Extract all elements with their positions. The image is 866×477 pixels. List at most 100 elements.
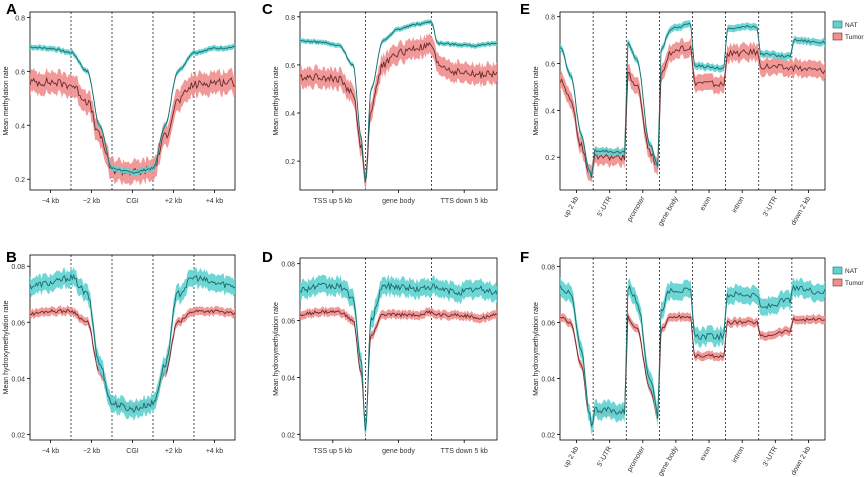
panel-f: F 0.02 0.04 0.06 0.08 Mean hydroxymethylation… — [520, 249, 864, 477]
x-tick-label: intron — [731, 445, 746, 464]
y-tick-label: 0.2 — [285, 159, 295, 166]
y-axis-label: Mean methylation rate — [273, 66, 280, 135]
x-tick-label: 5′-UTR — [596, 446, 613, 468]
y-tick-label: 0.8 — [15, 15, 25, 22]
x-tick-label: CGI — [126, 198, 139, 205]
y-tick-label: 0.02 — [281, 432, 295, 439]
y-tick-label: 0.08 — [11, 264, 25, 271]
x-tick-label: 3′-UTR — [762, 446, 779, 468]
x-tick-label: 3′-UTR — [762, 196, 779, 218]
panel-label: A — [6, 1, 17, 18]
series-band-tumor — [30, 67, 235, 186]
panel-label: D — [262, 249, 273, 266]
legend-label: NAT — [845, 22, 858, 29]
x-tick-label: TTS down 5 kb — [441, 198, 488, 205]
y-tick-label: 0.4 — [15, 123, 25, 130]
panel-a: A 0.2 0.4 0.6 0.8 Mean methylation rate −4 kb −… — [3, 1, 236, 205]
legend: NAT Tumor — [832, 266, 864, 287]
series-line-tumor — [29, 308, 236, 411]
x-tick-label: up 2 kb — [563, 195, 581, 218]
legend-swatch — [832, 32, 843, 41]
series-line-nat — [559, 284, 826, 427]
legend-label: Tumor — [845, 280, 864, 287]
legend-swatch — [832, 20, 843, 29]
x-tick-label: 5′-UTR — [596, 196, 613, 218]
y-tick-label: 0.6 — [545, 62, 555, 69]
series-band-tumor — [300, 33, 497, 193]
y-tick-label: 0.8 — [285, 15, 295, 22]
y-tick-label: 0.04 — [11, 376, 25, 383]
x-tick-label: gene body — [657, 195, 680, 227]
y-tick-label: 0.4 — [285, 111, 295, 118]
x-tick-label: −2 kb — [83, 198, 100, 205]
x-tick-label: gene body — [382, 198, 415, 205]
y-tick-label: 0.02 — [11, 432, 25, 439]
panel-c: C 0.2 0.4 0.6 0.8 Mean methylation rate TSS up… — [262, 1, 498, 205]
series-band-tumor — [30, 305, 235, 414]
x-tick-label: +4 kb — [206, 198, 223, 205]
series-line-tumor — [299, 309, 498, 425]
series-line-nat — [29, 273, 236, 414]
legend: NAT Tumor — [832, 20, 864, 41]
x-tick-label: exon — [699, 195, 713, 212]
y-tick-label: 0.02 — [541, 432, 555, 439]
y-tick-label: 0.8 — [545, 15, 555, 22]
x-tick-label: promoter — [626, 445, 646, 473]
x-tick-label: promoter — [626, 195, 646, 223]
y-tick-label: 0.6 — [285, 63, 295, 70]
y-tick-label: 0.08 — [541, 264, 555, 271]
x-tick-label: exon — [699, 445, 713, 462]
y-tick-label: 0.2 — [545, 155, 555, 162]
x-tick-label: TTS down 5 kb — [441, 448, 488, 455]
legend-swatch — [832, 278, 843, 287]
x-tick-label: TSS up 5 kb — [314, 198, 353, 205]
panel-e: E 0.2 0.4 0.6 0.8 Mean methylation rate up 2 k… — [520, 1, 864, 227]
x-tick-label: −4 kb — [42, 448, 59, 455]
x-tick-label: −2 kb — [83, 448, 100, 455]
panel-label: E — [520, 1, 530, 18]
panel-d: D 0.02 0.04 0.06 0.08 Mean hydroxymethylation… — [262, 249, 498, 455]
series-band-nat — [300, 274, 497, 440]
y-tick-label: 0.06 — [11, 320, 25, 327]
y-tick-label: 0.04 — [541, 376, 555, 383]
y-tick-label: 0.06 — [281, 319, 295, 326]
legend-label: Tumor — [845, 34, 864, 41]
y-axis-label: Mean hydroxymethylation rate — [273, 302, 280, 396]
y-axis-label: Mean hydroxymethylation rate — [533, 302, 540, 396]
series-band-tumor — [300, 306, 497, 429]
series-line-nat — [299, 281, 498, 431]
series-line-nat — [29, 45, 236, 175]
x-tick-label: up 2 kb — [563, 445, 581, 468]
panel-label: C — [262, 1, 273, 18]
x-tick-label: down 2 kb — [790, 195, 812, 226]
legend-label: NAT — [845, 268, 858, 275]
x-tick-label: gene body — [382, 448, 415, 455]
y-tick-label: 0.08 — [281, 262, 295, 269]
y-tick-label: 0.06 — [541, 320, 555, 327]
y-tick-label: 0.2 — [15, 177, 25, 184]
y-axis-label: Mean methylation rate — [533, 66, 540, 135]
panel-label: B — [6, 249, 17, 266]
plot-frame — [299, 11, 498, 191]
series-line-nat — [559, 22, 826, 178]
series-line-tumor — [299, 41, 498, 183]
series-line-nat — [299, 20, 498, 183]
series-band-nat — [30, 43, 235, 177]
series-band-nat — [30, 266, 235, 421]
series-line-tumor — [559, 45, 826, 176]
x-tick-label: intron — [731, 195, 746, 214]
x-tick-label: CGI — [126, 448, 139, 455]
x-tick-label: gene body — [657, 445, 680, 477]
y-tick-label: 0.4 — [545, 108, 555, 115]
x-tick-label: −4 kb — [42, 198, 59, 205]
y-tick-label: 0.6 — [15, 69, 25, 76]
y-axis-label: Mean hydroxymethylation rate — [3, 301, 10, 395]
panel-b: B 0.02 0.04 0.06 0.08 Mean hydroxymethylation… — [3, 249, 236, 455]
y-tick-label: 0.04 — [281, 375, 295, 382]
x-tick-label: TSS up 5 kb — [314, 448, 353, 455]
x-tick-label: +4 kb — [206, 448, 223, 455]
x-tick-label: down 2 kb — [790, 445, 812, 476]
x-tick-label: +2 kb — [165, 448, 182, 455]
y-axis-label: Mean methylation rate — [3, 66, 10, 135]
